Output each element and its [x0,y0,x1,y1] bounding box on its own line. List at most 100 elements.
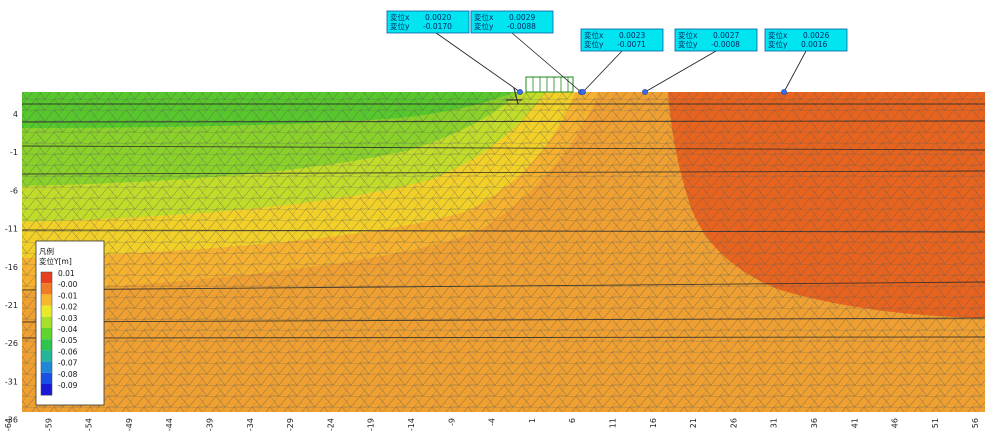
callout-box-frame [470,10,554,34]
legend-subtitle: 変位Y[m] [39,256,72,266]
callout-box: 変位x 0.0027 変位y -0.0008 [674,28,758,52]
surcharge-load [525,76,574,93]
legend-swatch [41,283,52,295]
measurement-point-marker[interactable] [781,89,787,95]
callout-leader-line [783,50,807,93]
x-tick-label: -39 [206,418,215,431]
measurement-point-marker[interactable] [642,89,648,95]
y-tick-label: -26 [5,339,18,348]
callout-label-x: 変位x [678,30,698,40]
legend-swatch [41,372,52,384]
legend-swatch [41,384,52,396]
legend-label: -0.08 [58,370,78,379]
callout-value-x: 0.0027 [713,31,739,40]
x-tick-label: -54 [85,418,94,431]
x-tick-label: -29 [286,418,295,431]
x-tick-label: -64 [4,418,13,431]
x-tick-label: 26 [729,418,738,428]
y-tick-label: -36 [5,416,18,425]
callout-leaders [435,32,807,93]
x-axis: -64 -59 -54 -49 -44 -39 -34 -29 -24 -19 -14 -9 -4 1 6 1… [4,418,980,431]
callout-value-y: -0.0170 [423,22,452,31]
callout-box: 変位x 0.0020 変位y -0.0170 [386,10,470,34]
callout-box-frame [764,28,848,52]
legend-swatch [41,339,52,351]
y-tick-label: -31 [5,377,18,386]
legend-swatch [41,361,52,373]
fem-mesh [22,92,985,412]
legend-swatch [41,316,52,328]
callout-leader-line [511,32,582,93]
callout-value-y: -0.0088 [507,22,536,31]
callout-value-x: 0.0026 [803,31,829,40]
x-tick-label: 21 [689,418,698,428]
callout-label-y: 変位y [678,39,698,49]
callout-boxes: 変位x 0.0020 変位y -0.0170 変位x 0.0029 変位y -0.0088 変位… [386,10,848,52]
legend-swatch [41,305,52,317]
x-tick-label: 16 [649,418,658,428]
callout-leader-line [435,32,521,93]
callout-value-y: 0.0016 [801,40,827,49]
x-tick-label: 46 [891,418,900,428]
callout-box-frame [386,10,470,34]
callout-box: 変位x 0.0026 変位y 0.0016 [764,28,848,52]
x-tick-label: -19 [367,418,376,431]
callout-value-x: 0.0023 [619,31,645,40]
y-tick-label: -1 [10,148,18,157]
x-tick-label: 11 [609,418,618,428]
x-tick-label: -34 [246,418,255,431]
x-tick-label: 36 [810,418,819,428]
callout-label-x: 変位x [768,30,788,40]
x-tick-label: 1 [528,418,537,423]
legend-label: -0.01 [58,291,78,300]
y-tick-label: -21 [5,301,18,310]
contour-domain [22,92,985,412]
x-tick-label: 41 [850,418,859,428]
measurement-point-marker[interactable] [580,89,586,95]
callout-box: 変位x 0.0029 変位y -0.0088 [470,10,554,34]
x-tick-label: -59 [44,418,53,431]
x-tick-label: -44 [165,418,174,431]
y-tick-label: -11 [5,225,18,234]
callout-leader-line [644,50,717,93]
legend-colorbar-border [40,271,53,396]
callout-value-y: -0.0071 [617,40,646,49]
y-tick-label: -6 [10,186,18,195]
callout-value-x: 0.0029 [509,13,535,22]
legend-label: -0.05 [58,336,78,345]
callout-markers [517,89,787,95]
callout-label-y: 変位y [474,21,494,31]
legend: 凡例 変位Y[m] 0.01 -0.00 -0.01 -0.02 -0.03 -0.04 -… [35,240,105,406]
x-tick-label: -24 [326,418,335,431]
y-tick-label: -16 [5,263,18,272]
legend-swatch [41,272,52,284]
callout-box-frame [674,28,758,52]
x-tick-label: 56 [971,418,980,428]
x-tick-label: 31 [770,418,779,428]
callout-value-y: -0.0008 [711,40,740,49]
x-tick-label: -9 [447,418,456,426]
callout-label-y: 変位y [584,39,604,49]
y-axis: 4 -1 -6 -11 -16 -21 -26 -31 -36 [5,110,18,425]
y-tick-label: 4 [13,110,18,119]
callout-label-y: 変位y [768,39,788,49]
sheet-pile [506,87,522,105]
x-tick-label: 6 [568,418,577,423]
callout-label-y: 変位y [390,21,410,31]
legend-title: 凡例 [39,246,54,256]
layer-lines [22,103,985,339]
x-tick-label: 51 [931,418,940,428]
legend-swatch [41,328,52,340]
legend-label: 0.01 [58,269,75,278]
legend-label: -0.06 [58,347,78,356]
legend-label: -0.07 [58,359,78,368]
x-tick-label: -49 [125,418,134,431]
callout-label-x: 変位x [390,12,410,22]
legend-label: -0.02 [58,303,78,312]
legend-label: -0.04 [58,325,78,334]
callout-value-x: 0.0020 [425,13,451,22]
legend-swatch [41,294,52,306]
measurement-point-marker[interactable] [517,89,523,95]
legend-label: -0.00 [58,280,78,289]
